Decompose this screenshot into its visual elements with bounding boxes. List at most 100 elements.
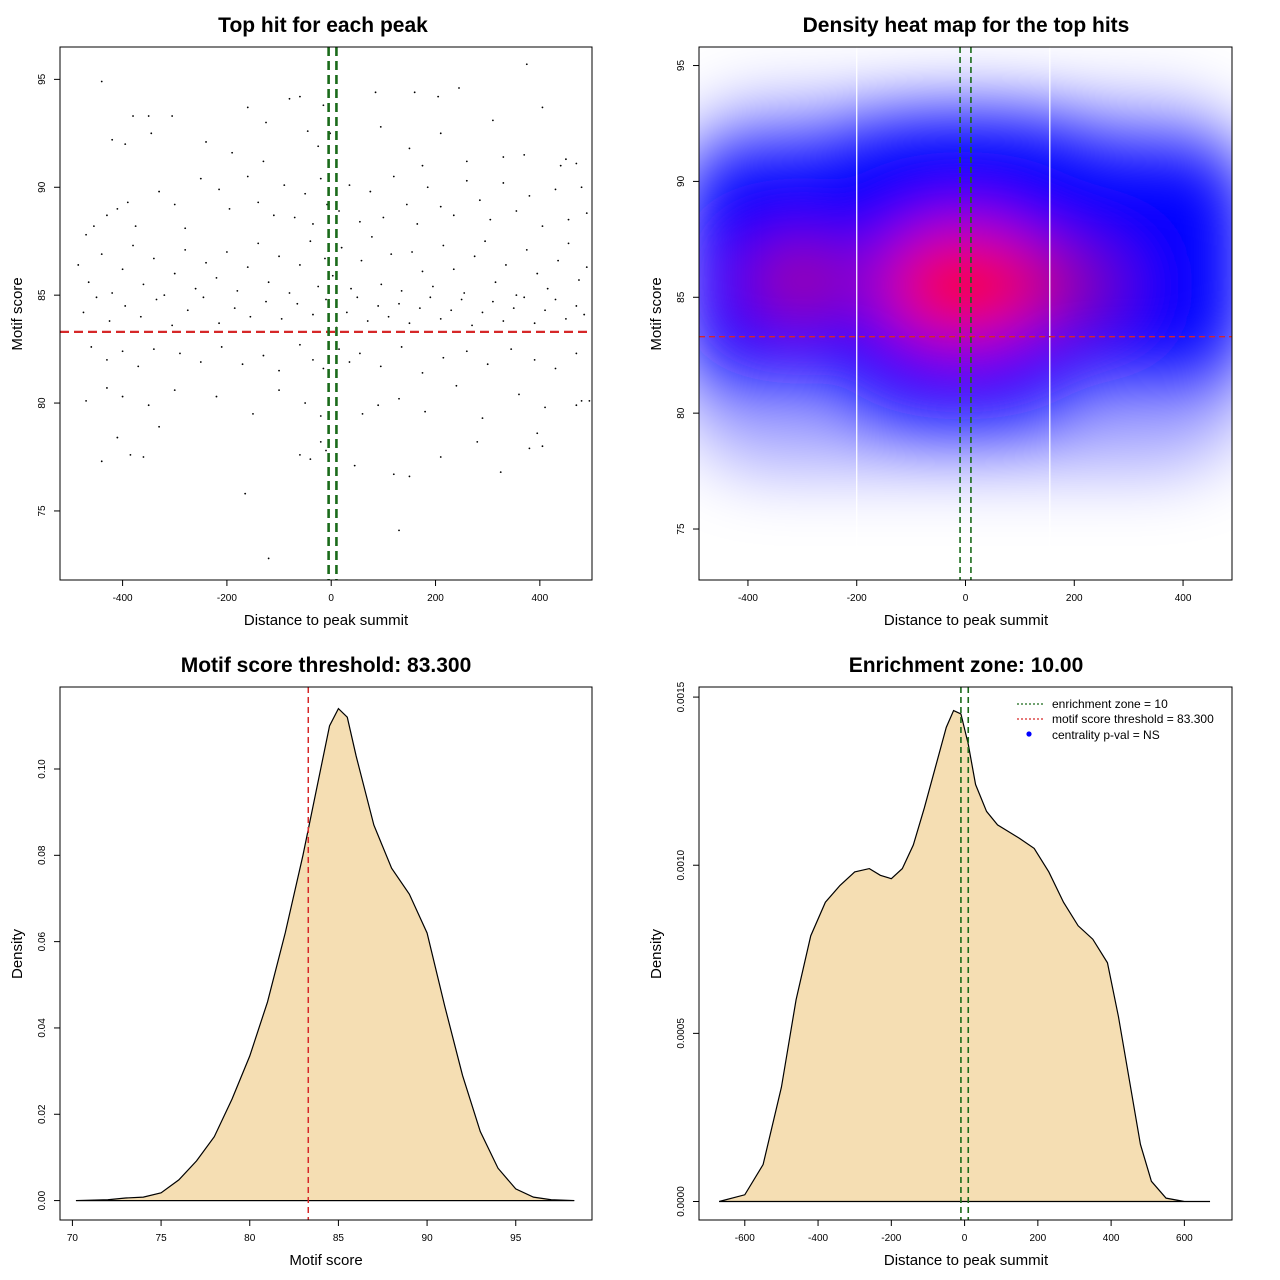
density-hotspot xyxy=(747,253,858,310)
scatter-point xyxy=(541,106,544,109)
scatter-point xyxy=(142,456,145,458)
scatter-point xyxy=(377,404,380,407)
scatter-point xyxy=(85,399,87,402)
scatter-point xyxy=(580,399,583,402)
scatter-point xyxy=(379,365,382,368)
x-tick-label: -400 xyxy=(113,593,133,604)
scatter-point xyxy=(421,164,424,167)
y-axis-ticks: 75 80 85 90 95 xyxy=(37,73,60,517)
scatter-point xyxy=(317,145,320,148)
scatter-point xyxy=(87,281,90,284)
scatter-point xyxy=(202,296,205,299)
panel-scatter: Top hit for each peak -400 -200 0 200 400 75… xyxy=(9,14,593,629)
scatter-point xyxy=(455,384,458,387)
scatter-point xyxy=(265,300,267,303)
scatter-point xyxy=(267,557,270,560)
scatter-point xyxy=(416,223,419,225)
scatter-point xyxy=(580,186,583,189)
scatter-point xyxy=(111,292,114,294)
scatter-point xyxy=(452,214,455,217)
legend-label-pval: centrality p-val = NS xyxy=(1052,728,1160,742)
scatter-point xyxy=(439,132,442,135)
scatter-point xyxy=(554,367,557,370)
scatter-point xyxy=(502,182,505,184)
scatter-point xyxy=(360,259,363,262)
scatter-point xyxy=(278,369,280,372)
scatter-point xyxy=(220,346,223,348)
scatter-point xyxy=(518,393,520,396)
x-tick-label: 400 xyxy=(531,593,548,604)
scatter-point xyxy=(408,322,411,325)
x-tick-label: 200 xyxy=(427,593,444,604)
legend-label-threshold: motif score threshold = 83.300 xyxy=(1052,712,1214,726)
scatter-point xyxy=(158,425,160,428)
scatter-point xyxy=(471,324,473,327)
scatter-point xyxy=(458,87,460,89)
scatter-point xyxy=(299,264,301,266)
scatter-point xyxy=(288,292,291,294)
y-axis-label: Motif score xyxy=(648,277,665,350)
scatter-point xyxy=(575,404,578,407)
scatter-point xyxy=(575,352,578,355)
scatter-point xyxy=(121,395,124,398)
panel-title: Top hit for each peak xyxy=(218,14,428,37)
x-tick-label: 600 xyxy=(1176,1233,1193,1244)
scatter-point xyxy=(554,298,557,301)
scatter-point xyxy=(319,415,322,417)
scatter-point xyxy=(541,445,544,448)
scatter-point xyxy=(426,186,429,189)
scatter-point xyxy=(481,311,484,314)
scatter-point xyxy=(173,203,176,206)
x-tick-label: -200 xyxy=(847,593,867,604)
y-tick-label: 0.04 xyxy=(37,1018,48,1038)
scatter-point xyxy=(199,361,202,363)
scatter-point xyxy=(322,104,325,107)
legend-label-zone: enrichment zone = 10 xyxy=(1052,697,1168,711)
scatter-point xyxy=(583,313,586,316)
y-tick-label: 0.08 xyxy=(37,845,48,865)
scatter-point xyxy=(199,177,202,180)
x-tick-label: -400 xyxy=(808,1233,828,1244)
scatter-point xyxy=(137,365,140,368)
scatter-point xyxy=(525,63,528,66)
reference-lines xyxy=(960,687,970,1220)
scatter-point xyxy=(278,255,280,258)
scatter-point xyxy=(489,218,492,221)
plot-frame xyxy=(698,686,1233,1221)
scatter-point xyxy=(257,242,260,245)
scatter-point xyxy=(515,210,518,212)
scatter-point xyxy=(515,294,518,297)
scatter-point xyxy=(533,358,536,361)
x-tick-label: 0 xyxy=(962,1233,968,1244)
y-tick-label: 75 xyxy=(676,523,687,535)
scatter-point xyxy=(309,458,312,461)
scatter-point xyxy=(421,371,424,374)
y-tick-label: 0.00 xyxy=(37,1190,48,1210)
scatter-point xyxy=(280,317,283,320)
scatter-point xyxy=(257,201,260,204)
scatter-point xyxy=(184,248,187,251)
scatter-point xyxy=(304,192,307,195)
legend: enrichment zone = 10 motif score thresho… xyxy=(1017,697,1214,742)
scatter-point xyxy=(173,389,176,392)
x-tick-label: 80 xyxy=(244,1233,256,1244)
scatter-point xyxy=(585,212,588,215)
scatter-point xyxy=(116,436,119,439)
scatter-point xyxy=(567,218,570,221)
y-axis-ticks: 0.0000 0.0005 0.0010 0.0015 xyxy=(676,681,699,1217)
scatter-point xyxy=(319,177,322,180)
scatter-point xyxy=(322,367,325,370)
scatter-point xyxy=(405,203,408,206)
panel-heatmap: Density heat map for the top hits -400 -2… xyxy=(648,14,1233,629)
scatter-point xyxy=(523,153,526,156)
legend-marker-pval xyxy=(1026,731,1032,737)
scatter-point xyxy=(478,199,481,202)
scatter-point xyxy=(359,220,361,223)
scatter-point xyxy=(205,261,207,264)
scatter-point xyxy=(442,244,445,247)
scatter-point xyxy=(408,475,411,478)
scatter-point xyxy=(340,246,343,249)
scatter-point xyxy=(124,143,127,146)
scatter-point xyxy=(179,352,181,355)
